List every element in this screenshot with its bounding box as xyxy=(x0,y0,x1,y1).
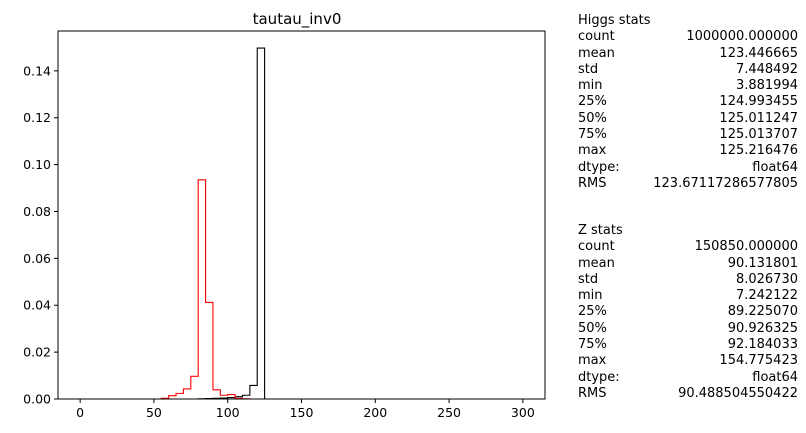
stats-row: 25% 124.993455 xyxy=(578,94,798,110)
y-tick-label: 0.02 xyxy=(23,345,51,360)
x-tick-label: 300 xyxy=(511,405,535,420)
stats-value: 3.881994 xyxy=(735,78,798,94)
plot-frame xyxy=(57,30,546,400)
stats-row: dtype: float64 xyxy=(578,370,798,386)
stats-key: RMS xyxy=(578,175,607,191)
stats-value: 89.225070 xyxy=(727,304,798,320)
stats-value: 90.131801 xyxy=(727,255,798,271)
stats-row: mean 90.131801 xyxy=(578,256,798,272)
stats-value: 125.013707 xyxy=(719,127,798,143)
stats-key: 25% xyxy=(578,304,607,320)
stats-row: 50% 90.926325 xyxy=(578,321,798,337)
y-tick-label: 0.14 xyxy=(23,63,51,78)
stats-value: 125.011247 xyxy=(719,110,798,126)
stats-key: dtype: xyxy=(578,369,620,385)
y-tick-label: 0.08 xyxy=(23,204,51,219)
x-tick-label: 50 xyxy=(146,405,162,420)
stats-row: max 125.216476 xyxy=(578,143,798,159)
stats-value: 1000000.000000 xyxy=(686,29,798,45)
stats-value: float64 xyxy=(752,159,798,175)
stats-key: std xyxy=(578,271,599,287)
histogram-series-z xyxy=(80,179,523,400)
higgs-stats-title: Higgs stats xyxy=(578,13,651,28)
z-stats-title: Z stats xyxy=(578,223,623,238)
x-tick-label: 0 xyxy=(76,405,84,420)
stats-key: mean xyxy=(578,45,615,61)
stats-row: 75% 125.013707 xyxy=(578,127,798,143)
y-tick-label: 0.10 xyxy=(23,157,51,172)
stats-value: 90.926325 xyxy=(727,320,798,336)
stats-row: count 1000000.000000 xyxy=(578,29,798,45)
stats-row: mean 123.446665 xyxy=(578,46,798,62)
y-tick-label: 0.00 xyxy=(23,392,51,407)
stats-key: 25% xyxy=(578,94,607,110)
stats-key: RMS xyxy=(578,385,607,401)
higgs-stats-panel: Higgs stats count 1000000.000000 mean 123.… xyxy=(578,13,798,192)
stats-row: max 154.775423 xyxy=(578,353,798,369)
stats-value: 154.775423 xyxy=(719,353,798,369)
stats-key: max xyxy=(578,143,607,159)
stats-value: float64 xyxy=(752,369,798,385)
stats-row: RMS 90.488504550422 xyxy=(578,386,798,402)
chart-title: tautau_inv0 xyxy=(253,10,342,29)
x-tick-label: 100 xyxy=(216,405,240,420)
stats-value: 150850.000000 xyxy=(694,239,798,255)
stats-value: 8.026730 xyxy=(735,271,798,287)
y-tick-label: 0.06 xyxy=(23,251,51,266)
stats-key: mean xyxy=(578,255,615,271)
stats-key: min xyxy=(578,78,603,94)
stats-key: 75% xyxy=(578,127,607,143)
y-tick-label: 0.12 xyxy=(23,110,51,125)
stats-key: count xyxy=(578,239,615,255)
y-tick-label: 0.04 xyxy=(23,298,51,313)
stats-row: 75% 92.184033 xyxy=(578,337,798,353)
stats-row: dtype: float64 xyxy=(578,160,798,176)
stats-key: count xyxy=(578,29,615,45)
stats-row: 25% 89.225070 xyxy=(578,304,798,320)
stats-value: 7.448492 xyxy=(735,61,798,77)
x-tick-label: 200 xyxy=(363,405,387,420)
stats-key: 50% xyxy=(578,320,607,336)
stats-value: 7.242122 xyxy=(735,288,798,304)
histogram-chart: tautau_inv0 0 50 100 150 200 250 300 0.00 0.02 0.… xyxy=(23,10,546,420)
x-tick-label: 150 xyxy=(290,405,314,420)
histogram-series-higgs xyxy=(80,47,523,400)
stats-key: 50% xyxy=(578,110,607,126)
stats-value: 92.184033 xyxy=(727,337,798,353)
stats-value: 125.216476 xyxy=(719,143,798,159)
stats-row: std 8.026730 xyxy=(578,272,798,288)
stats-key: std xyxy=(578,61,599,77)
stats-row: min 7.242122 xyxy=(578,288,798,304)
stats-row: RMS 123.67117286577805 xyxy=(578,176,798,192)
stats-value: 123.67117286577805 xyxy=(653,175,798,191)
stats-row: 50% 125.011247 xyxy=(578,111,798,127)
z-stats-panel: Z stats count 150850.000000 mean 90.131801… xyxy=(578,223,798,402)
stats-key: min xyxy=(578,288,603,304)
stats-row: std 7.448492 xyxy=(578,62,798,78)
stats-key: dtype: xyxy=(578,159,620,175)
stats-row: min 3.881994 xyxy=(578,78,798,94)
stats-key: max xyxy=(578,353,607,369)
stats-row: count 150850.000000 xyxy=(578,239,798,255)
stats-value: 90.488504550422 xyxy=(678,385,798,401)
stats-value: 123.446665 xyxy=(719,45,798,61)
x-tick-label: 250 xyxy=(437,405,461,420)
stats-value: 124.993455 xyxy=(719,94,798,110)
stats-key: 75% xyxy=(578,337,607,353)
